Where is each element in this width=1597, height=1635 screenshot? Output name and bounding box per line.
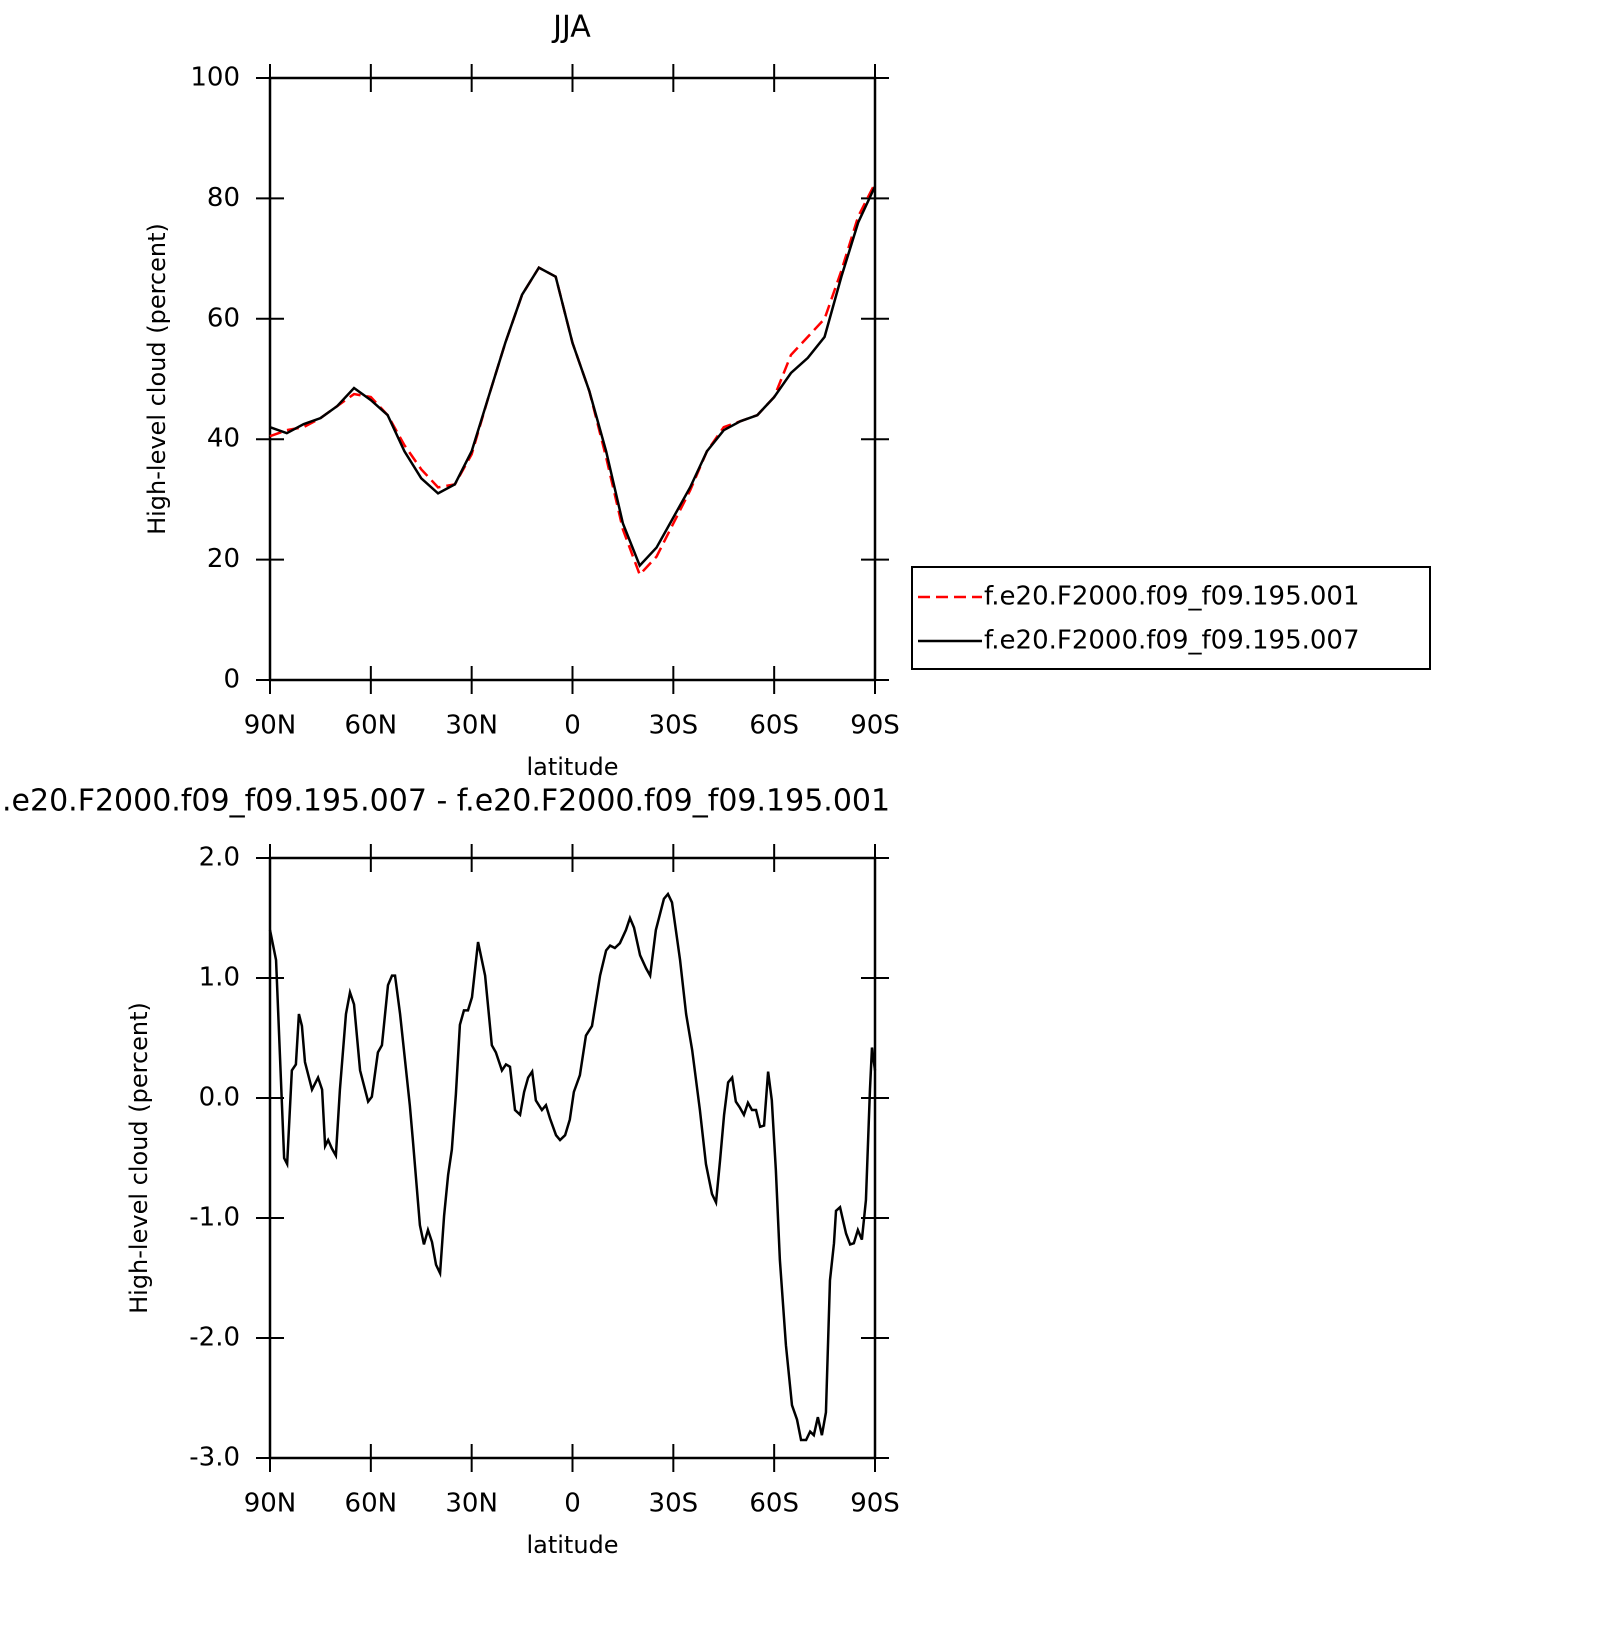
x-tick-label: 60N <box>345 1489 398 1519</box>
x-tick-label: 60S <box>749 711 799 741</box>
x-tick-label: 90S <box>850 711 900 741</box>
data-line <box>269 182 877 577</box>
y-tick-label: 60 <box>207 303 240 333</box>
x-tick-label: 30S <box>649 711 699 741</box>
x-tick-label: 90S <box>850 1489 900 1519</box>
data-line <box>268 891 877 1442</box>
x-tick-label: 0 <box>564 1489 581 1519</box>
x-tick-label: 0 <box>564 711 581 741</box>
x-tick-label: 30N <box>445 1489 498 1519</box>
y-tick-label: -3.0 <box>189 1443 240 1473</box>
data-line <box>269 185 877 568</box>
chart-title: JJA <box>551 10 591 45</box>
x-axis-label: latitude <box>526 1531 618 1559</box>
y-tick-label: 0.0 <box>199 1083 240 1113</box>
legend-label: f.e20.F2000.f09_f09.195.007 <box>984 626 1360 656</box>
y-tick-label: 1.0 <box>199 963 240 993</box>
y-tick-label: -1.0 <box>189 1203 240 1233</box>
x-tick-label: 60S <box>749 1489 799 1519</box>
legend-box <box>911 566 1431 670</box>
plot-frame <box>268 76 877 682</box>
x-axis-label: latitude <box>526 753 618 781</box>
y-tick-label: 2.0 <box>199 843 240 873</box>
legend-label: f.e20.F2000.f09_f09.195.001 <box>984 582 1360 612</box>
y-tick-label: 80 <box>207 183 240 213</box>
chart-title: .e20.F2000.f09_f09.195.007 - f.e20.F2000… <box>2 784 890 819</box>
y-tick-label: -2.0 <box>189 1323 240 1353</box>
x-tick-label: 60N <box>345 711 398 741</box>
y-axis-label: High-level cloud (percent) <box>143 223 171 535</box>
plot-frame <box>268 856 877 1460</box>
y-tick-label: 100 <box>190 63 240 93</box>
x-tick-label: 90N <box>244 711 297 741</box>
x-tick-label: 30S <box>649 1489 699 1519</box>
y-tick-label: 40 <box>207 424 240 454</box>
x-tick-label: 30N <box>445 711 498 741</box>
x-tick-label: 90N <box>244 1489 297 1519</box>
y-tick-label: 0 <box>223 665 240 695</box>
y-tick-label: 20 <box>207 544 240 574</box>
y-axis-label: High-level cloud (percent) <box>125 1002 153 1314</box>
